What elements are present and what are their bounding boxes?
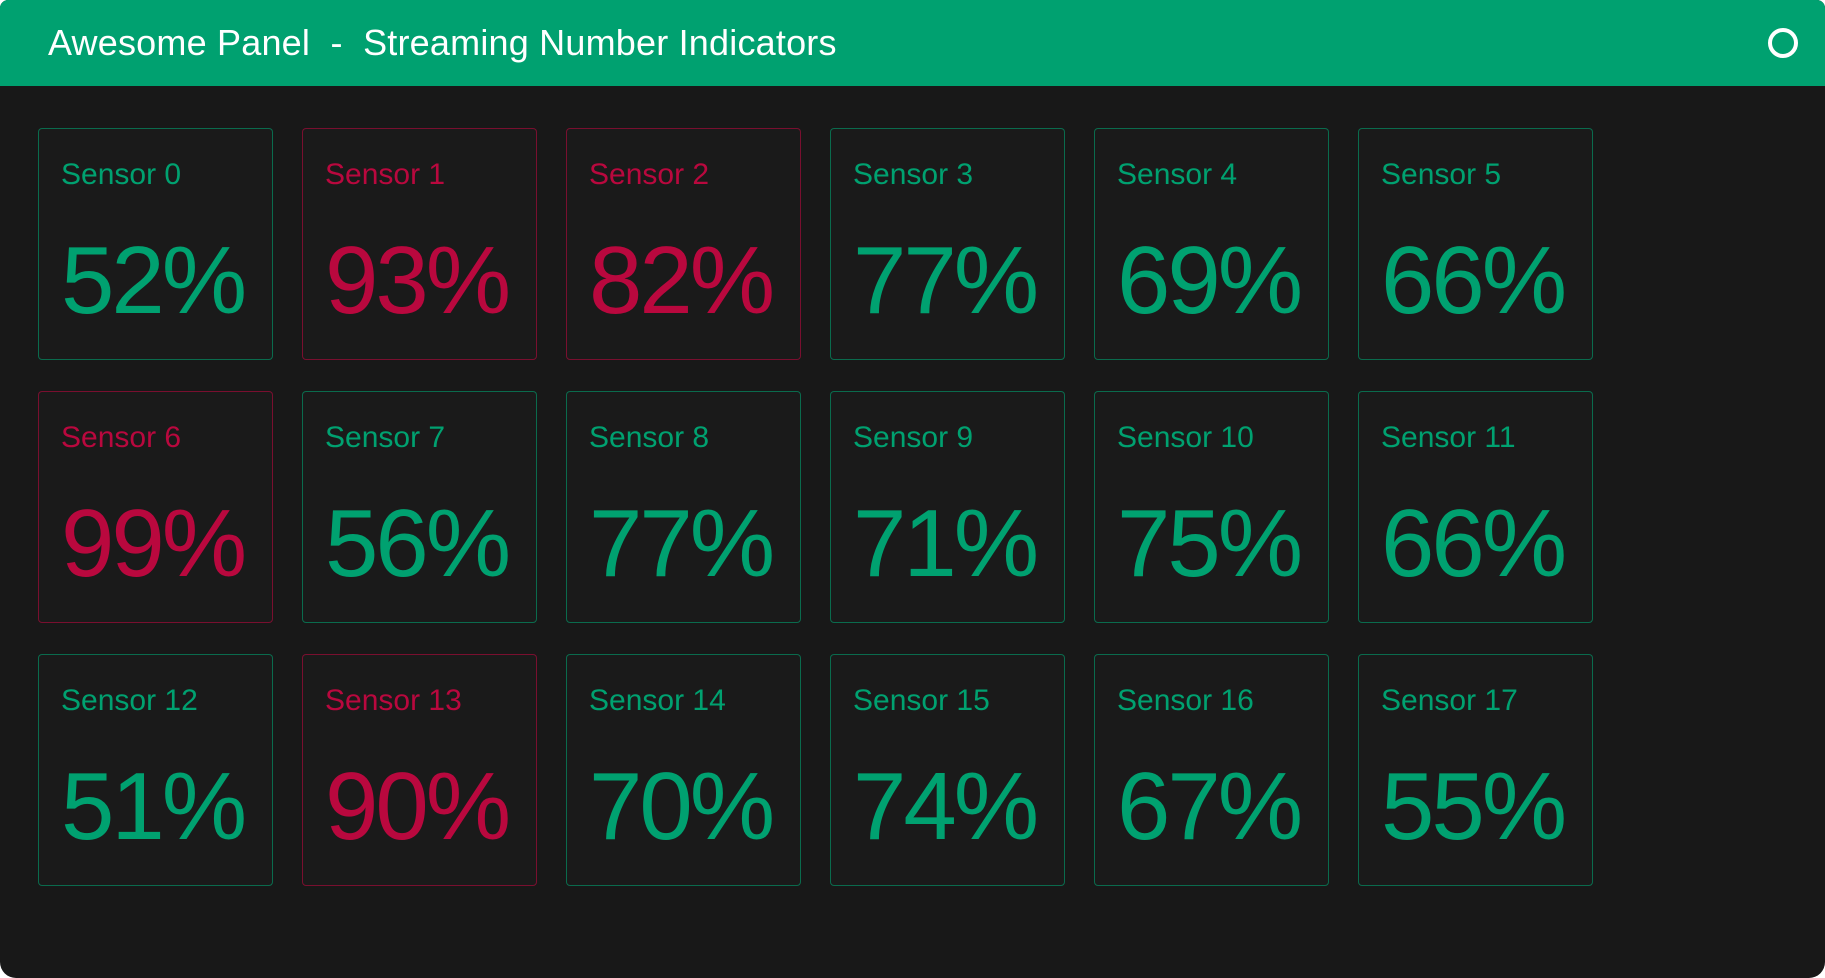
indicator-card: Sensor 1 93% [302, 128, 537, 360]
indicator-label: Sensor 8 [589, 421, 710, 454]
indicator-value: 66% [1381, 227, 1567, 334]
indicator-card: Sensor 10 75% [1094, 391, 1329, 623]
indicator-value: 66% [1381, 490, 1567, 597]
indicator-label: Sensor 17 [1381, 684, 1518, 717]
indicator-card: Sensor 15 74% [830, 654, 1065, 886]
indicator-card: Sensor 11 66% [1358, 391, 1593, 623]
indicator-grid: Sensor 0 52% Sensor 1 93% Sensor 2 82% S… [38, 128, 1593, 886]
indicator-card: Sensor 6 99% [38, 391, 273, 623]
header: Awesome Panel - Streaming Number Indicat… [0, 0, 1825, 86]
indicator-label: Sensor 13 [325, 684, 462, 717]
indicator-value: 77% [589, 490, 775, 597]
indicator-card: Sensor 3 77% [830, 128, 1065, 360]
indicator-value: 51% [61, 753, 247, 860]
indicator-label: Sensor 4 [1117, 158, 1238, 191]
indicator-card: Sensor 4 69% [1094, 128, 1329, 360]
indicator-card: Sensor 2 82% [566, 128, 801, 360]
indicator-label: Sensor 5 [1381, 158, 1502, 191]
indicator-card: Sensor 5 66% [1358, 128, 1593, 360]
indicator-value: 99% [61, 490, 247, 597]
indicator-value: 74% [853, 753, 1039, 860]
indicator-value: 71% [853, 490, 1039, 597]
indicator-label: Sensor 1 [325, 158, 446, 191]
indicator-card: Sensor 9 71% [830, 391, 1065, 623]
indicator-label: Sensor 11 [1381, 421, 1516, 454]
indicator-card: Sensor 0 52% [38, 128, 273, 360]
indicator-label: Sensor 3 [853, 158, 974, 191]
busy-indicator-icon [1768, 28, 1798, 58]
indicator-value: 70% [589, 753, 775, 860]
indicator-label: Sensor 16 [1117, 684, 1254, 717]
indicator-value: 82% [589, 227, 775, 334]
indicator-card: Sensor 13 90% [302, 654, 537, 886]
indicator-label: Sensor 0 [61, 158, 182, 191]
indicator-label: Sensor 2 [589, 158, 710, 191]
indicator-label: Sensor 9 [853, 421, 974, 454]
indicator-value: 55% [1381, 753, 1567, 860]
indicator-value: 56% [325, 490, 511, 597]
indicator-value: 69% [1117, 227, 1303, 334]
indicator-card: Sensor 12 51% [38, 654, 273, 886]
indicator-label: Sensor 14 [589, 684, 726, 717]
indicator-label: Sensor 15 [853, 684, 990, 717]
indicator-value: 67% [1117, 753, 1303, 860]
indicator-card: Sensor 8 77% [566, 391, 801, 623]
indicator-label: Sensor 10 [1117, 421, 1254, 454]
indicator-card: Sensor 14 70% [566, 654, 801, 886]
indicator-label: Sensor 12 [61, 684, 198, 717]
indicator-card: Sensor 16 67% [1094, 654, 1329, 886]
indicator-card: Sensor 7 56% [302, 391, 537, 623]
indicator-label: Sensor 6 [61, 421, 182, 454]
app-title: Awesome Panel - Streaming Number Indicat… [48, 22, 837, 63]
indicator-card: Sensor 17 55% [1358, 654, 1593, 886]
indicator-value: 52% [61, 227, 247, 334]
indicator-label: Sensor 7 [325, 421, 446, 454]
indicator-value: 90% [325, 753, 511, 860]
indicator-value: 75% [1117, 490, 1303, 597]
indicator-value: 77% [853, 227, 1039, 334]
indicator-value: 93% [325, 227, 511, 334]
